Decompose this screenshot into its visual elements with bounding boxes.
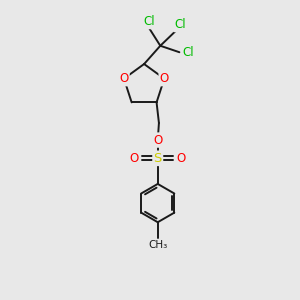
Text: O: O <box>119 72 129 85</box>
Text: O: O <box>160 72 169 85</box>
Text: S: S <box>154 152 162 165</box>
Text: Cl: Cl <box>143 15 155 28</box>
Text: Cl: Cl <box>182 46 194 59</box>
Text: O: O <box>177 152 186 165</box>
Text: O: O <box>130 152 139 165</box>
Text: CH₃: CH₃ <box>148 240 167 250</box>
Text: O: O <box>153 134 162 147</box>
Text: Cl: Cl <box>174 18 186 31</box>
